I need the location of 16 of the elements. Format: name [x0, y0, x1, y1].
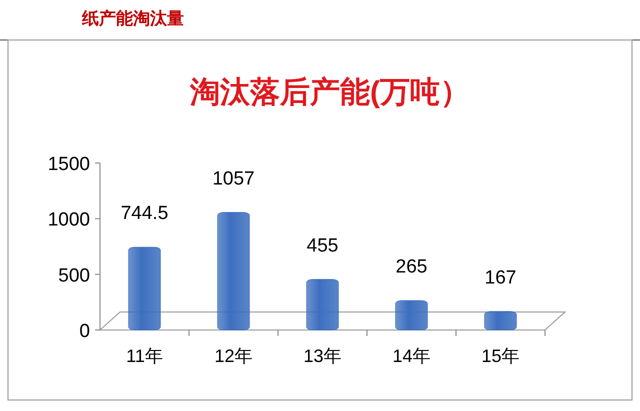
y-tick-label: 1500: [48, 154, 90, 175]
data-label: 744.5: [120, 203, 168, 224]
y-tick-label: 0: [79, 321, 90, 342]
data-label: 167: [484, 267, 516, 288]
data-label: 455: [306, 235, 338, 256]
x-tick-label: 11年: [126, 346, 163, 366]
y-tick-label: 1000: [48, 210, 90, 231]
y-tick-label: 500: [58, 265, 90, 286]
x-tick-label: 13年: [303, 346, 342, 366]
x-tick-label: 12年: [214, 346, 253, 366]
data-label: 1057: [212, 168, 255, 190]
data-label: 265: [396, 256, 428, 278]
x-tick-label: 15年: [481, 346, 520, 366]
x-tick-label: 14年: [392, 346, 431, 366]
annotation: 纸产能淘汰量: [82, 9, 184, 28]
chart-title: 淘汰落后产能(万吨）: [189, 76, 470, 109]
